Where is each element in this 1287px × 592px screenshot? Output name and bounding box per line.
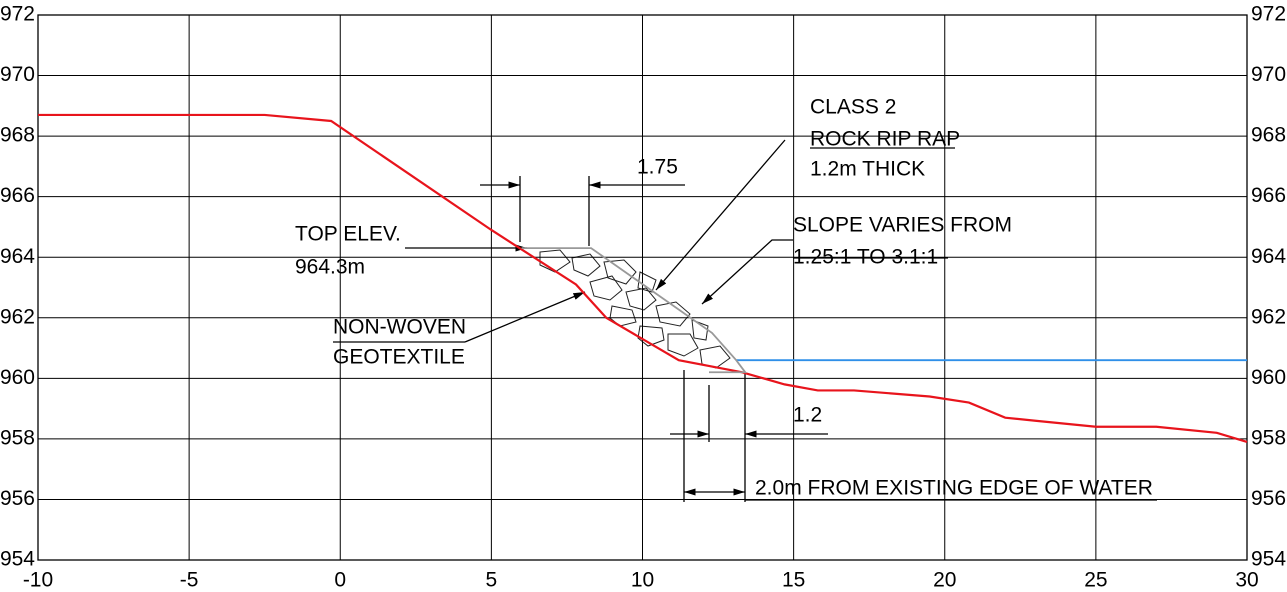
annotation: 1.25:1 TO 3.1:1	[793, 246, 938, 269]
x-tick-label: 15	[782, 569, 805, 592]
annotation: TOP ELEV.	[295, 223, 401, 246]
annotation: CLASS 2	[810, 96, 896, 119]
annotation: SLOPE VARIES FROM	[793, 214, 1012, 237]
y-tick-label: 960	[1251, 366, 1286, 389]
annotation: 1.2	[793, 404, 822, 427]
x-tick-label: 5	[486, 569, 498, 592]
y-tick-label: 968	[1251, 124, 1286, 147]
y-tick-label: 970	[0, 63, 35, 86]
rocks	[539, 249, 731, 369]
annotation: NON-WOVEN	[333, 316, 466, 339]
x-tick-label: 20	[933, 569, 956, 592]
annotation: GEOTEXTILE	[333, 346, 465, 369]
profile-line	[521, 247, 748, 374]
x-tick-label: 30	[1235, 569, 1258, 592]
x-tick-label: 10	[631, 569, 654, 592]
y-tick-label: 954	[1251, 548, 1286, 571]
y-tick-label: 960	[0, 366, 35, 389]
x-tick-label: 25	[1084, 569, 1107, 592]
y-tick-label: 962	[0, 305, 35, 328]
y-tick-label: 964	[0, 245, 35, 268]
plot-frame	[37, 14, 1248, 561]
y-tick-label: 966	[1251, 184, 1286, 207]
y-tick-label: 958	[0, 426, 35, 449]
x-tick-label: 0	[334, 569, 346, 592]
y-tick-label: 964	[1251, 245, 1286, 268]
y-tick-label: 954	[0, 548, 35, 571]
x-tick-label: -5	[180, 569, 199, 592]
y-tick-label: 962	[1251, 305, 1286, 328]
y-tick-label: 972	[0, 3, 35, 26]
y-tick-label: 956	[0, 487, 35, 510]
annotation: 964.3m	[295, 256, 365, 279]
x-tick-label: -10	[23, 569, 53, 592]
y-tick-label: 958	[1251, 426, 1286, 449]
annotation: 1.75	[637, 156, 678, 179]
y-tick-label: 972	[1251, 3, 1286, 26]
annotation: 1.2m THICK	[810, 158, 925, 181]
profile-line	[38, 113, 1248, 443]
y-tick-label: 956	[1251, 487, 1286, 510]
y-tick-label: 968	[0, 124, 35, 147]
y-tick-label: 970	[1251, 63, 1286, 86]
annotation: ROCK RIP RAP	[810, 128, 960, 151]
y-tick-label: 966	[0, 184, 35, 207]
annotation: 2.0m FROM EXISTING EDGE OF WATER	[755, 477, 1153, 500]
